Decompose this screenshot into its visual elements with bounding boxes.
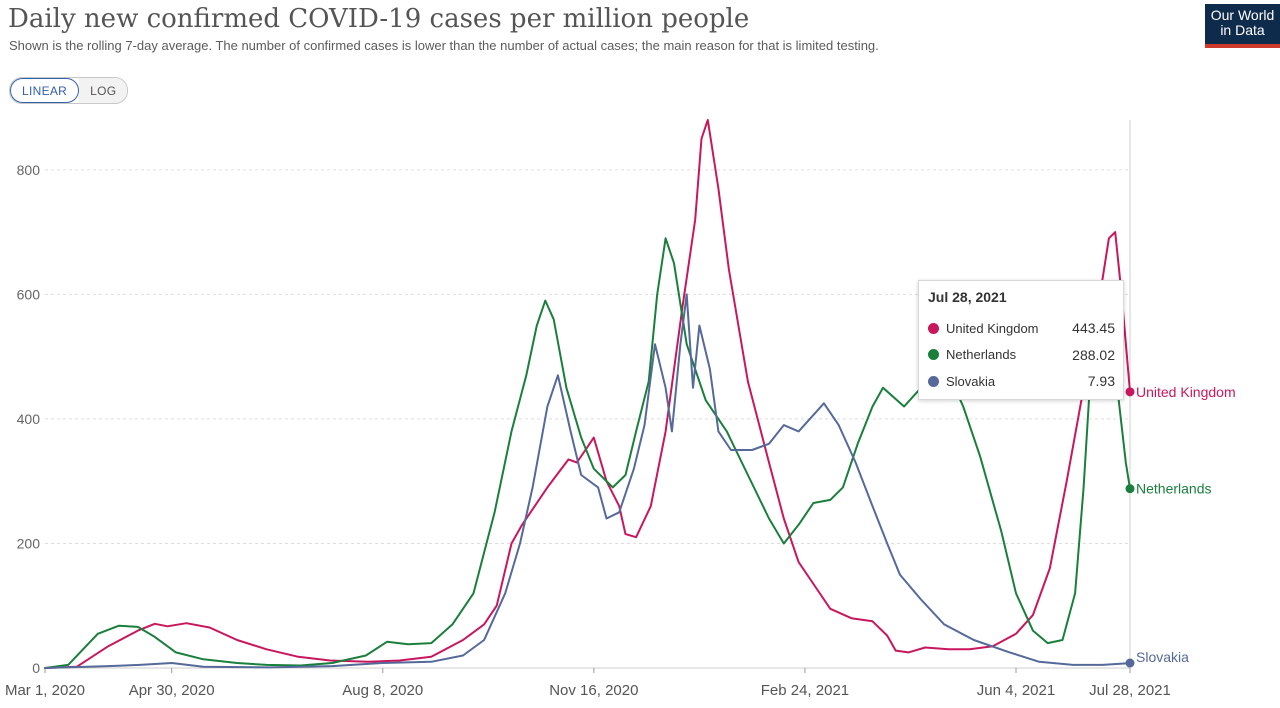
x-tick-label: Aug 8, 2020	[342, 682, 423, 699]
x-tick-label: Jun 4, 2021	[977, 682, 1055, 699]
chart-subtitle: Shown is the rolling 7-day average. The …	[9, 38, 879, 53]
tooltip-date: Jul 28, 2021	[928, 289, 1007, 305]
x-tick-label: Apr 30, 2020	[129, 682, 215, 699]
tooltip-row-united-kingdom: United Kingdom 443.45	[928, 315, 1115, 342]
tooltip-dot-slovakia	[928, 375, 939, 387]
log-scale-button[interactable]: LOG	[79, 78, 128, 103]
y-tick-label: 200	[17, 535, 41, 551]
y-tick-label: 0	[32, 660, 40, 676]
series-line-netherlands	[44, 237, 1131, 669]
series-line-slovakia	[44, 293, 1131, 669]
y-tick-label: 400	[17, 411, 41, 427]
tooltip: Jul 28, 2021 United Kingdom 443.45 Nethe…	[918, 280, 1124, 400]
x-tick-label: Mar 1, 2020	[5, 682, 85, 699]
tooltip-dot-netherlands	[928, 349, 939, 361]
end-point-netherlands	[1125, 484, 1135, 494]
tooltip-value-netherlands: 288.02	[1072, 346, 1115, 363]
scale-toggle: LINEAR LOG	[9, 77, 129, 104]
tooltip-row-slovakia: Slovakia 7.93	[928, 368, 1115, 395]
tooltip-dot-united-kingdom	[928, 322, 939, 334]
x-tick-label: Jul 28, 2021	[1089, 682, 1171, 699]
end-label-slovakia: Slovakia	[1136, 649, 1189, 665]
owid-logo[interactable]: Our World in Data	[1205, 4, 1280, 48]
logo-line-1: Our World	[1210, 7, 1275, 23]
y-tick-label: 600	[17, 286, 41, 302]
end-label-united-kingdom: United Kingdom	[1136, 384, 1236, 400]
tooltip-name-united-kingdom: United Kingdom	[946, 320, 1039, 336]
tooltip-value-united-kingdom: 443.45	[1072, 320, 1115, 337]
tooltip-row-netherlands: Netherlands 288.02	[928, 342, 1115, 369]
linear-scale-button[interactable]: LINEAR	[10, 78, 80, 103]
end-point-united-kingdom	[1125, 387, 1135, 397]
end-label-netherlands: Netherlands	[1136, 481, 1212, 497]
series-line-united-kingdom	[44, 119, 1131, 669]
x-tick-label: Feb 24, 2021	[761, 682, 849, 699]
tooltip-name-netherlands: Netherlands	[946, 347, 1017, 363]
end-point-slovakia	[1125, 658, 1135, 668]
logo-line-2: in Data	[1220, 22, 1265, 38]
tooltip-value-slovakia: 7.93	[1087, 373, 1115, 390]
tooltip-name-slovakia: Slovakia	[946, 373, 996, 389]
x-tick-label: Nov 16, 2020	[549, 682, 638, 699]
y-tick-label: 800	[17, 162, 41, 178]
chart-title: Daily new confirmed COVID-19 cases per m…	[8, 4, 750, 34]
